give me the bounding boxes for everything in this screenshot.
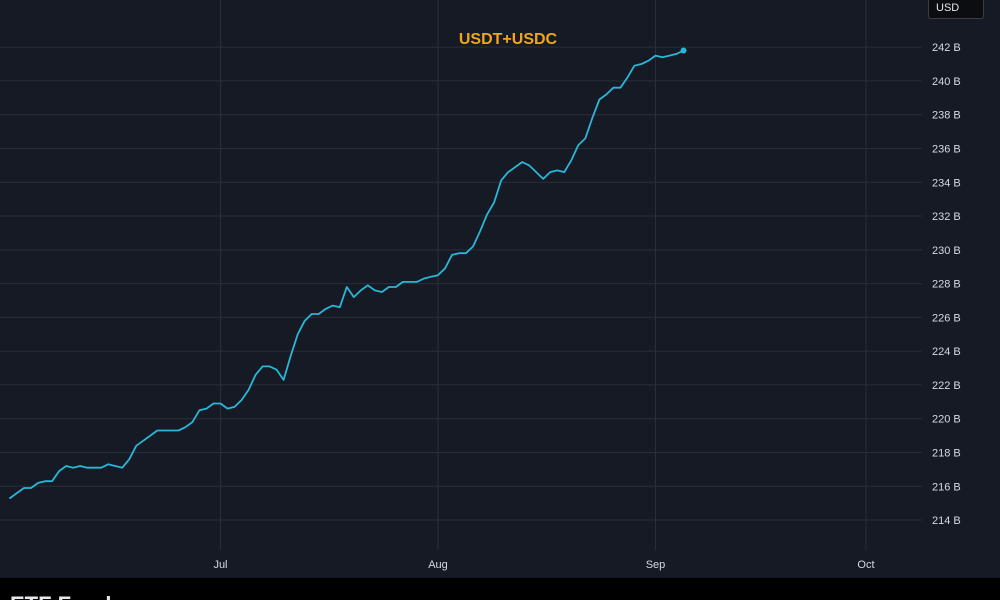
- y-tick-label: 240 B: [932, 76, 961, 88]
- y-tick-label: 234 B: [932, 177, 961, 189]
- y-tick-label: 214 B: [932, 515, 961, 527]
- x-tick-label: Aug: [428, 559, 448, 571]
- y-tick-label: 218 B: [932, 447, 961, 459]
- x-tick-label: Sep: [646, 559, 666, 571]
- series-line: [9, 49, 685, 500]
- y-tick-label: 242 B: [932, 42, 961, 54]
- y-tick-label: 220 B: [932, 414, 961, 426]
- y-axis: 214 B 216 B 218 B 220 B 222 B 224 B 226 B 228 B…: [932, 42, 961, 527]
- x-tick-label: Oct: [857, 559, 874, 571]
- series-layer: [9, 47, 687, 500]
- y-tick-label: 216 B: [932, 481, 961, 493]
- last-value-marker: [680, 47, 687, 54]
- unit-selector[interactable]: USD: [928, 0, 984, 19]
- chart-title: USDT+USDC: [459, 31, 558, 48]
- grid: [0, 0, 922, 550]
- y-tick-label: 236 B: [932, 143, 961, 155]
- x-axis: Jul Aug Sep Oct: [213, 559, 874, 571]
- x-tick-label: Jul: [213, 559, 227, 571]
- y-tick-label: 232 B: [932, 211, 961, 223]
- y-tick-label: 230 B: [932, 245, 961, 257]
- y-tick-label: 224 B: [932, 346, 961, 358]
- section-caption: ETF Fund: [10, 592, 111, 600]
- footer-strip: ETF Fund: [0, 578, 1000, 600]
- y-tick-label: 238 B: [932, 110, 961, 122]
- y-tick-label: 226 B: [932, 312, 961, 324]
- y-tick-label: 228 B: [932, 279, 961, 291]
- price-axis-panel[interactable]: [922, 0, 1000, 578]
- y-tick-label: 222 B: [932, 380, 961, 392]
- plot-area[interactable]: [0, 0, 922, 578]
